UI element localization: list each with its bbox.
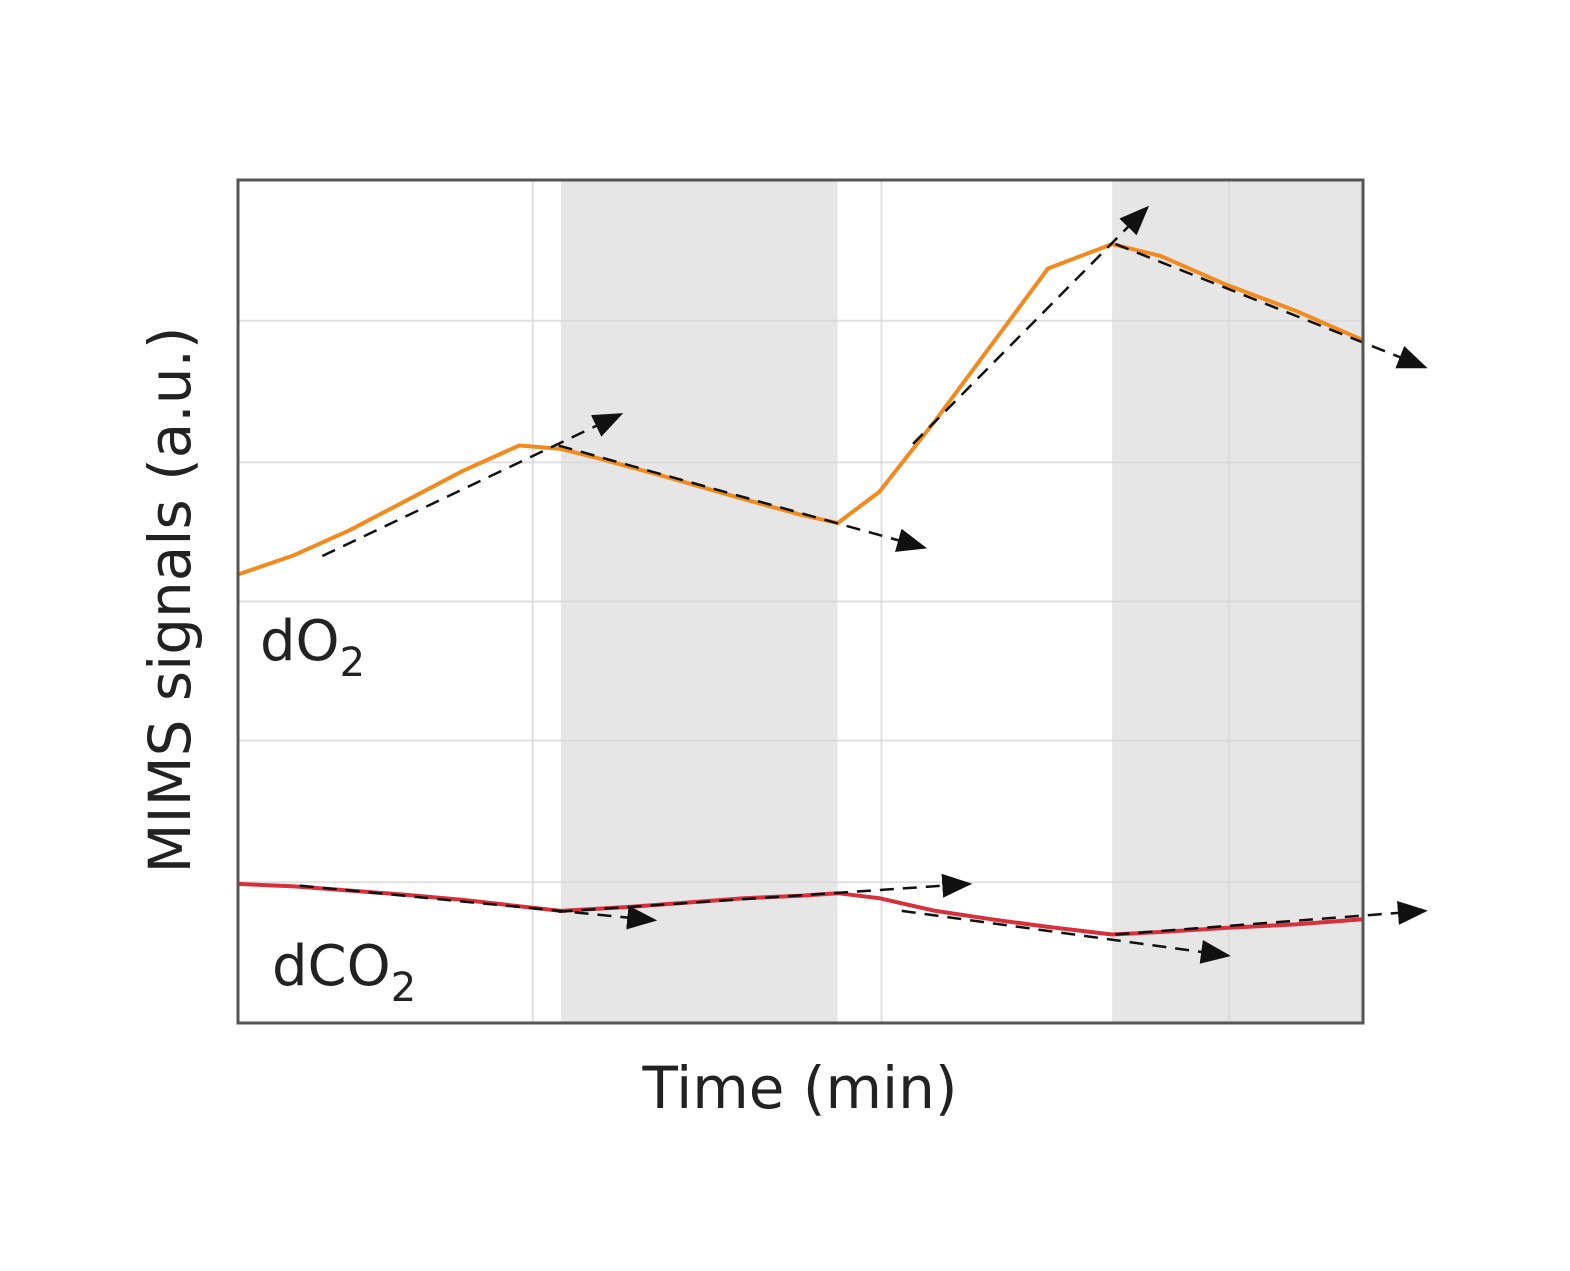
trend-arrow-3 <box>912 205 1150 445</box>
trend-arrow-5 <box>299 884 658 930</box>
trend-arrow-8 <box>1115 900 1428 936</box>
gridlines <box>238 180 1363 1023</box>
trend-arrow-4 <box>1115 242 1428 369</box>
trend-arrow-1 <box>321 413 624 558</box>
series-line-do2 <box>238 242 1363 577</box>
plot-frame <box>236 178 1365 1025</box>
x-axis-label: Time (min) <box>641 1054 957 1122</box>
trend-arrow-2 <box>558 444 928 552</box>
trend-arrow-7 <box>901 909 1231 964</box>
series-label-do2: dO2 <box>260 609 365 686</box>
series-label-dco2: dCO2 <box>272 934 416 1011</box>
trend-arrows <box>299 205 1428 964</box>
y-axis-label: MIMS signals (a.u.) <box>136 326 204 873</box>
